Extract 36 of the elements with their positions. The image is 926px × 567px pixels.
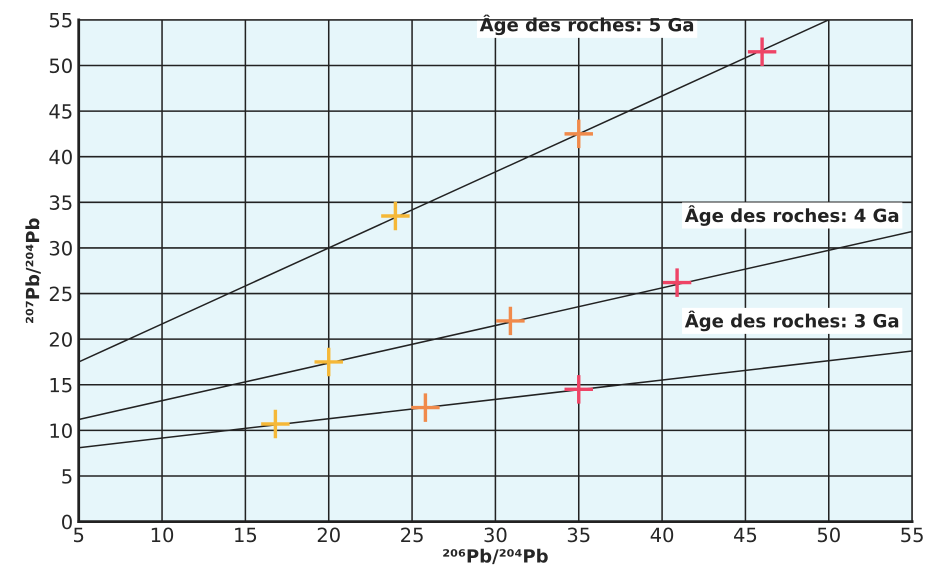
x-tick-label: 30	[484, 528, 506, 542]
point	[496, 306, 525, 336]
y-tick-label: 10	[50, 423, 72, 438]
point	[564, 375, 593, 404]
series-label: Âge des roches: 3 Ga	[684, 310, 898, 332]
y-tick-label: 55	[50, 13, 72, 28]
point	[662, 268, 692, 297]
y-tick-label: 5	[62, 469, 72, 484]
x-tick-label: 20	[318, 528, 340, 542]
series-label: Âge des roches: 4 Ga	[684, 205, 898, 226]
x-tick-label: 5	[74, 528, 84, 542]
x-tick-label: 35	[568, 528, 590, 542]
y-tick-label: 25	[50, 286, 72, 302]
y-tick-label: 15	[50, 378, 72, 392]
point	[564, 120, 593, 148]
point	[411, 393, 440, 422]
x-axis-title: ²⁰⁶Pb/²⁰⁴Pb	[443, 548, 548, 564]
y-tick-label: 45	[49, 104, 72, 119]
y-axis-title: ²⁰⁷Pb/²⁰⁴Pb	[25, 218, 41, 323]
point	[381, 202, 410, 230]
x-tick-label: 45	[734, 528, 756, 542]
y-tick-label: 30	[50, 240, 72, 256]
x-tick-label: 50	[818, 528, 840, 542]
point	[261, 410, 290, 438]
x-tick-label: 40	[650, 528, 674, 542]
y-tick-label: 40	[49, 150, 72, 164]
point	[314, 348, 343, 376]
x-tick-label: 55	[901, 528, 923, 542]
x-tick-label: 15	[235, 528, 256, 542]
y-tick-label: 20	[50, 332, 72, 347]
x-tick-label: 25	[401, 528, 423, 542]
x-tick-label: 10	[152, 528, 174, 542]
y-tick-label: 50	[50, 58, 72, 74]
y-tick-label: 35	[50, 195, 72, 210]
y-tick-label: 0	[62, 514, 72, 530]
point	[748, 38, 776, 66]
